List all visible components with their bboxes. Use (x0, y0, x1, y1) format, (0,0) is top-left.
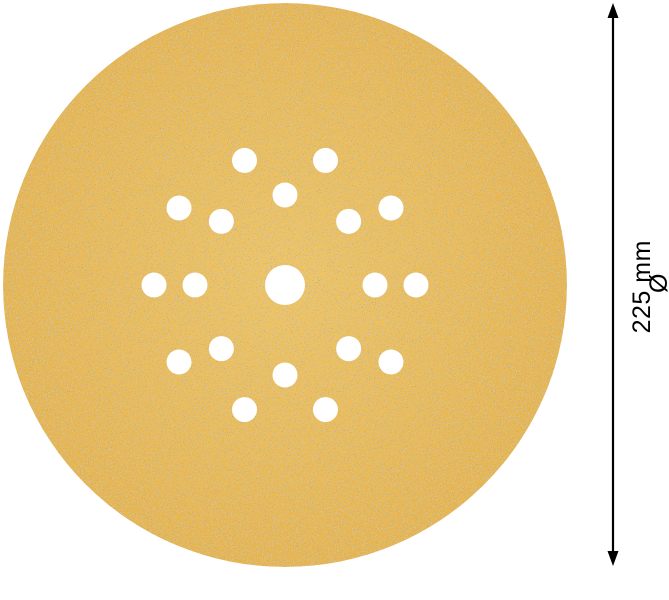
sanding-disc (3, 3, 567, 567)
abrasive-grain-texture-dark (3, 3, 567, 567)
diameter-symbol-text: Ø (645, 273, 669, 293)
diameter-dimension: 225 mm Ø (607, 3, 669, 566)
dimension-value-text: 225 mm (628, 240, 656, 333)
dimension-label: 225 mm Ø (628, 233, 669, 334)
arrowhead-up-icon (607, 3, 619, 18)
arrowhead-down-icon (607, 551, 619, 566)
